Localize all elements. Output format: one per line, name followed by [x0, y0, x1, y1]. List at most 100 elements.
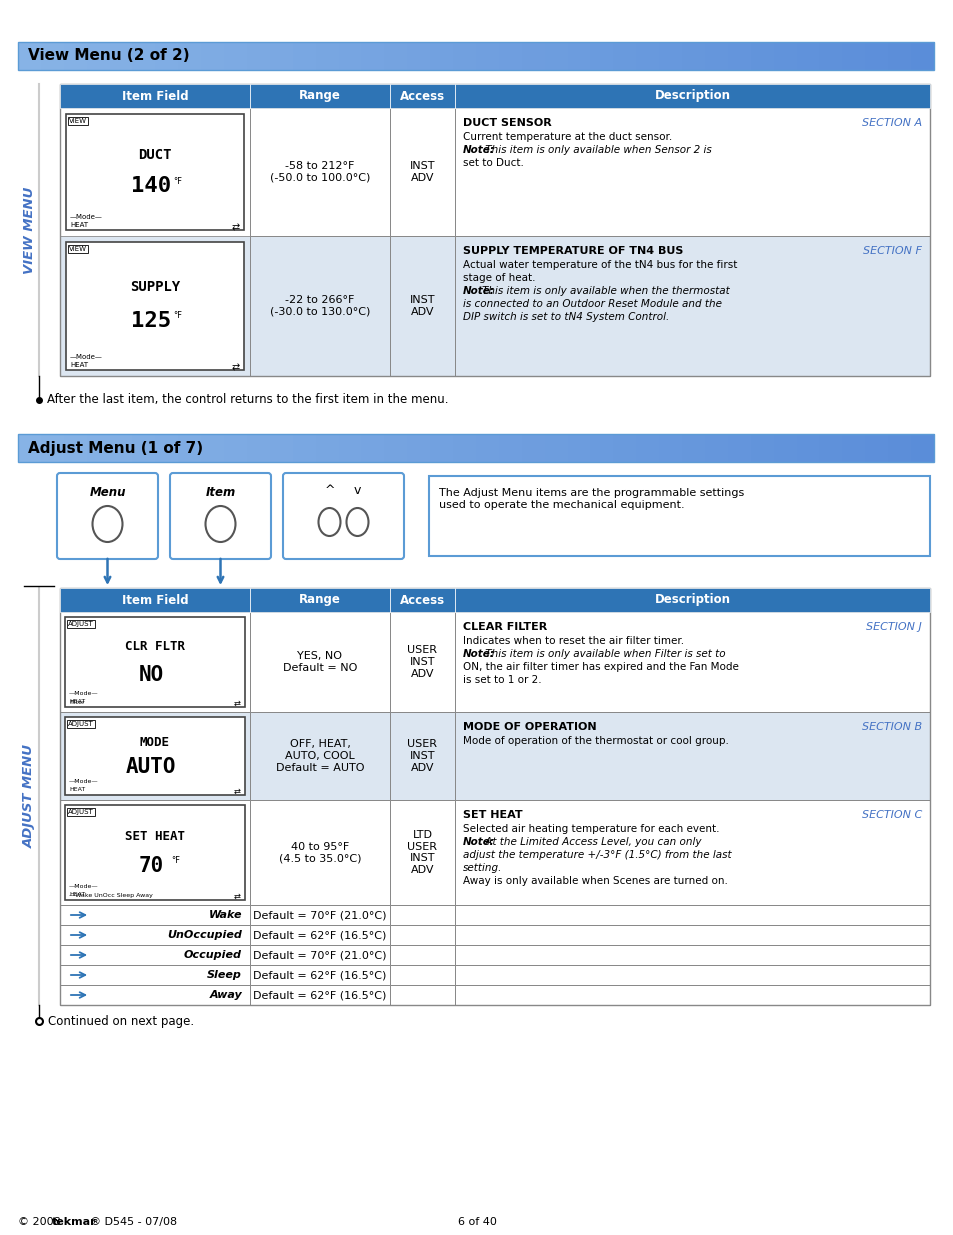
- Bar: [250, 713, 390, 800]
- Text: Indicates when to reset the air filter timer.: Indicates when to reset the air filter t…: [462, 636, 683, 646]
- Text: -22 to 266°F
(-30.0 to 130.0°C): -22 to 266°F (-30.0 to 130.0°C): [270, 295, 370, 317]
- Text: ON, the air filter timer has expired and the Fan Mode: ON, the air filter timer has expired and…: [462, 662, 739, 672]
- Text: LTD
USER
INST
ADV: LTD USER INST ADV: [407, 830, 437, 874]
- Bar: [60, 800, 250, 905]
- Bar: [544, 433, 568, 462]
- Bar: [498, 42, 522, 70]
- Bar: [407, 433, 431, 462]
- Text: UnOccupied: UnOccupied: [167, 930, 242, 940]
- Bar: [390, 986, 455, 1005]
- Bar: [521, 42, 545, 70]
- Text: 140: 140: [131, 175, 171, 196]
- Bar: [390, 713, 455, 800]
- Ellipse shape: [346, 508, 368, 536]
- Text: This item is only available when the thermostat: This item is only available when the the…: [482, 287, 729, 296]
- Text: VIEW MENU: VIEW MENU: [23, 186, 35, 274]
- Text: Default = 70°F (21.0°C): Default = 70°F (21.0°C): [253, 910, 386, 920]
- Text: 125: 125: [131, 311, 171, 331]
- Bar: [18, 433, 933, 462]
- Text: SET HEAT: SET HEAT: [125, 830, 185, 842]
- Text: —Mode—: —Mode—: [69, 884, 98, 889]
- Text: SECTION J: SECTION J: [865, 622, 921, 632]
- Bar: [315, 42, 339, 70]
- Ellipse shape: [205, 506, 235, 542]
- Bar: [455, 713, 929, 800]
- Text: Range: Range: [298, 89, 340, 103]
- Bar: [704, 433, 728, 462]
- Bar: [455, 945, 929, 965]
- Bar: [132, 42, 156, 70]
- Bar: [87, 42, 111, 70]
- Text: 40 to 95°F
(4.5 to 35.0°C): 40 to 95°F (4.5 to 35.0°C): [278, 842, 361, 863]
- Text: INST
ADV: INST ADV: [410, 295, 435, 317]
- Text: SECTION A: SECTION A: [861, 119, 921, 128]
- Bar: [250, 613, 390, 713]
- Text: stage of heat.: stage of heat.: [462, 273, 535, 283]
- Text: SECTION F: SECTION F: [862, 246, 921, 256]
- Bar: [110, 433, 133, 462]
- Bar: [727, 433, 751, 462]
- Text: °F: °F: [172, 177, 182, 185]
- Bar: [636, 42, 659, 70]
- Bar: [60, 905, 250, 925]
- Text: Note:: Note:: [462, 837, 495, 847]
- Bar: [201, 42, 225, 70]
- Text: ADJUST: ADJUST: [68, 621, 93, 627]
- Bar: [65, 718, 245, 795]
- Bar: [250, 800, 390, 905]
- Bar: [796, 42, 820, 70]
- Bar: [87, 433, 111, 462]
- Text: Continued on next page.: Continued on next page.: [48, 1014, 193, 1028]
- Text: ADJUST MENU: ADJUST MENU: [23, 745, 35, 848]
- Text: This item is only available when Sensor 2 is: This item is only available when Sensor …: [482, 144, 712, 156]
- Bar: [567, 433, 591, 462]
- Bar: [659, 433, 682, 462]
- Text: is set to 1 or 2.: is set to 1 or 2.: [462, 676, 541, 685]
- Text: VIEW: VIEW: [69, 246, 87, 252]
- Bar: [390, 107, 455, 236]
- Text: Menu: Menu: [90, 487, 126, 499]
- Bar: [590, 42, 614, 70]
- Bar: [65, 805, 245, 900]
- Bar: [455, 107, 929, 236]
- Text: Note:: Note:: [462, 287, 495, 296]
- Bar: [887, 433, 911, 462]
- Text: CLEAR FILTER: CLEAR FILTER: [462, 622, 547, 632]
- Bar: [60, 613, 250, 713]
- Bar: [65, 618, 245, 706]
- Bar: [315, 433, 339, 462]
- Text: ® D545 - 07/08: ® D545 - 07/08: [90, 1216, 177, 1228]
- Bar: [270, 433, 294, 462]
- Bar: [455, 84, 929, 107]
- Text: ADJUST: ADJUST: [68, 721, 93, 727]
- Bar: [455, 800, 929, 905]
- Text: YES, NO
Default = NO: YES, NO Default = NO: [282, 651, 356, 673]
- Text: MODE: MODE: [140, 736, 170, 750]
- Bar: [390, 236, 455, 375]
- Bar: [155, 433, 179, 462]
- Bar: [390, 800, 455, 905]
- Bar: [390, 588, 455, 613]
- Ellipse shape: [92, 506, 122, 542]
- Bar: [250, 986, 390, 1005]
- Text: SECTION C: SECTION C: [861, 810, 921, 820]
- Text: AUTO: AUTO: [126, 757, 176, 777]
- Bar: [390, 84, 455, 107]
- Bar: [60, 986, 250, 1005]
- Bar: [178, 433, 202, 462]
- Bar: [659, 42, 682, 70]
- Text: HEAT: HEAT: [70, 222, 88, 228]
- Bar: [60, 713, 250, 800]
- Text: VIEW: VIEW: [69, 119, 87, 124]
- Text: DUCT: DUCT: [138, 148, 172, 162]
- Text: DIP switch is set to tN4 System Control.: DIP switch is set to tN4 System Control.: [462, 312, 669, 322]
- Text: Away is only available when Scenes are turned on.: Away is only available when Scenes are t…: [462, 876, 727, 885]
- Bar: [250, 965, 390, 986]
- Bar: [429, 475, 929, 556]
- Bar: [250, 905, 390, 925]
- Bar: [455, 925, 929, 945]
- Bar: [841, 433, 865, 462]
- Bar: [773, 433, 797, 462]
- Bar: [455, 236, 929, 375]
- Text: Description: Description: [654, 89, 730, 103]
